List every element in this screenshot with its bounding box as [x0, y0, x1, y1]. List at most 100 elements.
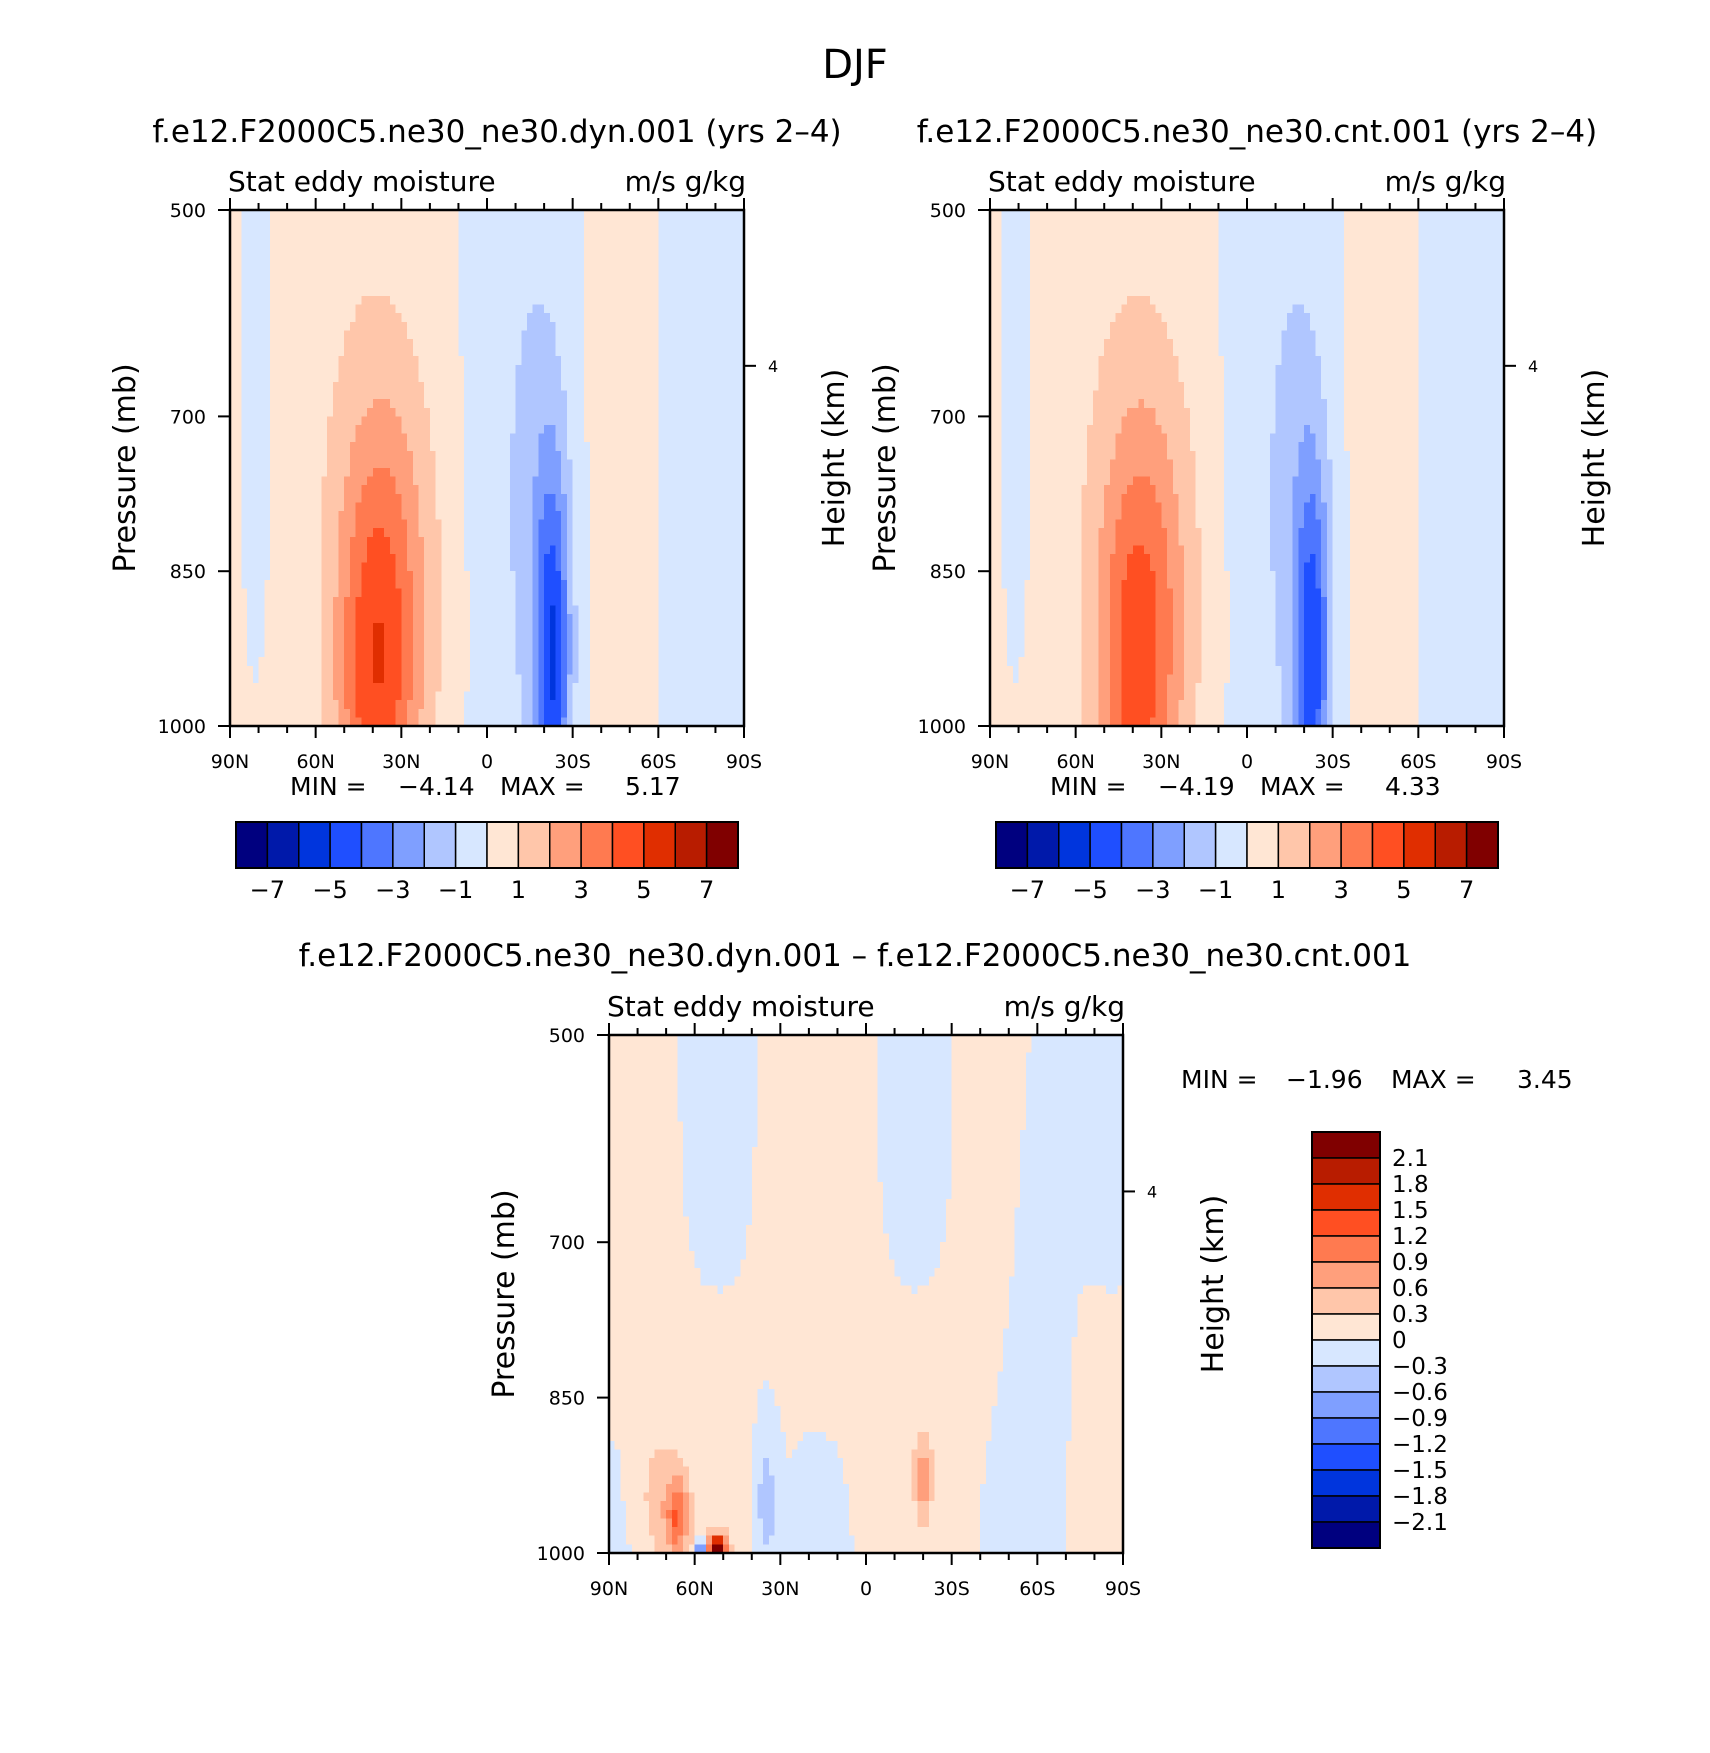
field-cell: [504, 399, 511, 409]
field-cell: [589, 459, 597, 469]
field-cell: [287, 304, 294, 314]
field-cell: [675, 640, 682, 650]
field-cell: [544, 579, 551, 589]
field-cell: [287, 210, 294, 220]
field-cell: [669, 261, 677, 271]
field-cell: [418, 321, 425, 331]
field-cell: [407, 476, 414, 486]
field-cell: [327, 657, 334, 667]
field-cell: [269, 235, 277, 245]
field-cell: [578, 519, 585, 529]
field-cell: [378, 665, 385, 675]
field-cell: [435, 373, 442, 383]
field-cell: [401, 382, 408, 392]
field-cell: [230, 562, 237, 572]
field-cell: [241, 528, 248, 538]
field-cell: [435, 631, 442, 641]
field-cell: [235, 511, 243, 521]
field-cell: [258, 665, 265, 675]
field-cell: [469, 614, 477, 624]
field-cell: [549, 640, 557, 650]
field-cell: [447, 270, 454, 280]
field-cell: [264, 304, 271, 314]
field-cell: [566, 347, 574, 357]
field-cell: [361, 579, 368, 589]
field-cell: [606, 347, 614, 357]
field-cell: [681, 373, 688, 383]
field-cell: [704, 562, 711, 572]
field-cell: [538, 356, 545, 366]
field-cell: [589, 347, 597, 357]
field-cell: [355, 571, 362, 581]
field-cell: [247, 287, 254, 297]
field-cell: [606, 390, 614, 400]
field-cell: [606, 502, 614, 512]
field-cell: [521, 356, 528, 366]
field-cell: [424, 304, 431, 314]
field-cell: [526, 253, 534, 263]
field-cell: [355, 657, 362, 667]
field-cell: [561, 674, 568, 684]
field-cell: [441, 442, 448, 452]
field-cell: [464, 545, 471, 555]
field-cell: [389, 519, 397, 529]
field-cell: [235, 631, 243, 641]
field-cell: [452, 511, 460, 521]
field-cell: [304, 339, 311, 349]
field-cell: [658, 493, 665, 503]
field-cell: [561, 425, 568, 435]
field-cell: [572, 210, 579, 220]
field-cell: [681, 554, 688, 564]
field-cell: [584, 210, 591, 220]
field-cell: [287, 442, 294, 452]
field-cell: [235, 442, 243, 452]
field-cell: [344, 674, 351, 684]
field-cell: [549, 261, 557, 271]
field-cell: [292, 244, 300, 254]
field-cell: [624, 485, 631, 495]
field-cell: [367, 545, 374, 555]
field-cell: [624, 511, 631, 521]
field-cell: [709, 502, 717, 512]
field-cell: [447, 528, 454, 538]
field-cell: [549, 416, 557, 426]
field-cell: [715, 399, 722, 409]
field-cell: [309, 657, 317, 667]
field-cell: [504, 321, 511, 331]
field-cell: [332, 511, 340, 521]
field-cell: [692, 339, 699, 349]
field-cell: [395, 227, 402, 237]
field-cell: [555, 425, 562, 435]
field-cell: [241, 571, 248, 581]
field-cell: [395, 433, 402, 443]
field-cell: [595, 502, 602, 512]
field-cell: [635, 622, 642, 632]
field-cell: [646, 270, 654, 280]
field-cell: [572, 416, 579, 426]
field-cell: [241, 399, 248, 409]
field-cell: [389, 640, 397, 650]
field-cell: [481, 339, 488, 349]
field-cell: [624, 588, 631, 598]
field-cell: [355, 485, 362, 495]
field-cell: [469, 442, 477, 452]
field-cell: [692, 605, 699, 615]
field-cell: [492, 597, 500, 607]
field-cell: [601, 244, 608, 254]
field-cell: [395, 218, 402, 228]
field-cell: [287, 571, 294, 581]
field-cell: [698, 640, 705, 650]
field-cell: [384, 528, 391, 538]
field-cell: [635, 442, 642, 452]
field-cell: [504, 597, 511, 607]
field-cell: [464, 450, 471, 460]
field-cell: [367, 459, 374, 469]
field-cell: [584, 588, 591, 598]
field-cell: [247, 261, 254, 271]
field-cell: [646, 347, 654, 357]
field-cell: [344, 442, 351, 452]
field-cell: [578, 356, 585, 366]
field-cell: [726, 528, 734, 538]
field-cell: [384, 442, 391, 452]
field-cell: [361, 597, 368, 607]
